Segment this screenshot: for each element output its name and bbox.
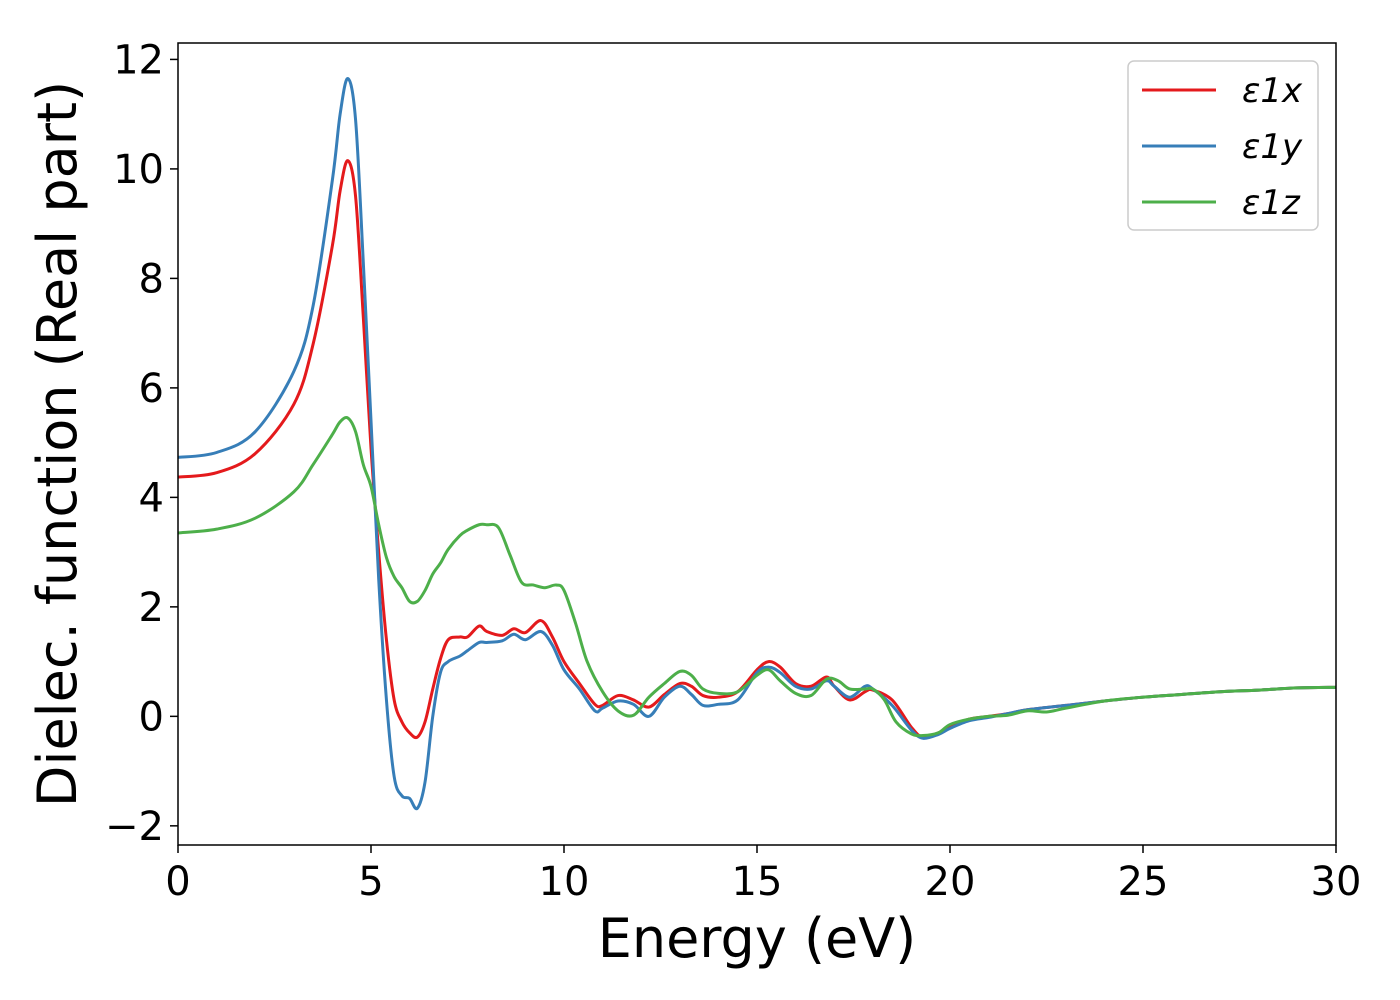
y-tick-label: 10	[113, 147, 164, 193]
y-tick-label: 12	[113, 37, 164, 83]
legend-label: ε1z	[1242, 183, 1301, 223]
y-axis-label: Dielec. function (Real part)	[26, 81, 89, 807]
x-tick-label: 0	[165, 859, 190, 905]
y-tick-label: −2	[105, 804, 164, 850]
x-tick-label: 5	[358, 859, 383, 905]
series-line-3	[178, 416, 1336, 738]
x-tick-label: 25	[1118, 859, 1169, 905]
series-layer	[178, 77, 1336, 811]
legend-label: ε1y	[1242, 127, 1303, 167]
x-tick-label: 15	[732, 859, 783, 905]
y-tick-label: 4	[139, 475, 164, 521]
y-axis-ticks: −2 0 2 4 6 8 10 12	[105, 37, 178, 850]
series-line-2	[178, 77, 1336, 811]
x-axis-label: Energy (eV)	[598, 907, 917, 970]
x-tick-label: 30	[1311, 859, 1362, 905]
legend-label: ε1x	[1242, 71, 1303, 111]
x-tick-label: 20	[925, 859, 976, 905]
legend: ε1x ε1y ε1z	[1127, 60, 1319, 231]
legend-box	[1127, 60, 1319, 231]
x-tick-label: 10	[539, 859, 590, 905]
y-tick-label: 6	[139, 366, 164, 412]
x-axis-ticks: 0 5 10 15 20 25 30	[165, 845, 1361, 905]
y-tick-label: 8	[139, 256, 164, 302]
y-tick-label: 0	[139, 694, 164, 740]
series-line-1	[178, 159, 1336, 740]
y-tick-label: 2	[139, 585, 164, 631]
